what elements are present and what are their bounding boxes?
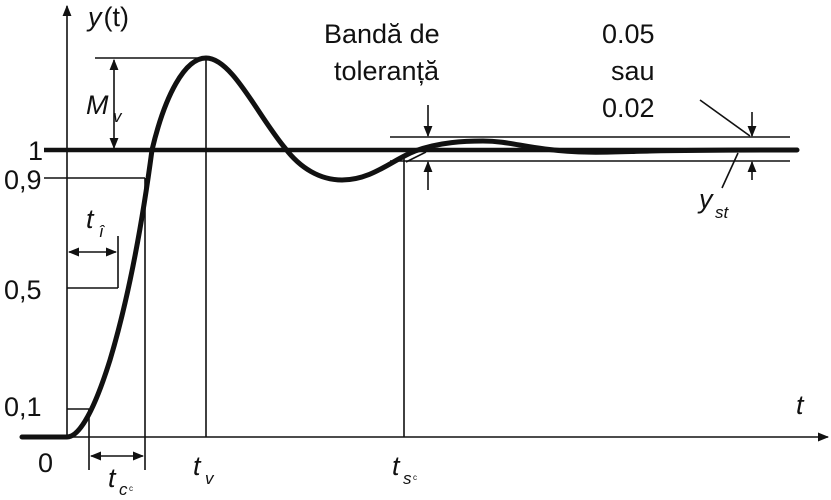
band-value-0-02: 0.02 <box>602 93 655 123</box>
settling-time-label: t <box>392 451 401 481</box>
band-value-0-05: 0.05 <box>602 19 655 49</box>
peak-time-label-sub: v <box>205 469 215 488</box>
band-value-sau: sau <box>611 56 655 86</box>
steady-state-label-sub: st <box>715 203 730 222</box>
overshoot-label: M <box>86 90 109 120</box>
overshoot-label-sub: v <box>113 107 123 126</box>
steady-state-leader <box>721 152 739 189</box>
settling-time-label-sub: s <box>403 469 412 488</box>
settling-point-leader <box>405 151 427 163</box>
y-axis-label: y(t) <box>86 2 129 32</box>
y-tick-label-0-9: 0,9 <box>4 165 42 195</box>
settling-time-label-mark: c <box>413 473 417 482</box>
response-curve <box>19 55 800 440</box>
rise-time-label: t <box>86 204 95 234</box>
y-tick-label-1: 1 <box>28 136 43 166</box>
y-tick-label-0-5: 0,5 <box>4 275 42 305</box>
tolerance-band-label-line1: Bandă de <box>324 19 440 49</box>
band-values-leader <box>699 99 751 137</box>
y-tick-label-0-1: 0,1 <box>4 392 42 422</box>
peak-time-label: t <box>193 451 202 481</box>
rise-time-label-sub: î <box>99 222 105 241</box>
origin-label: 0 <box>38 448 53 478</box>
tolerance-band-label-line2: toleranță <box>334 56 440 86</box>
x-axis-label: t <box>796 390 805 420</box>
growth-time-label-mark: c <box>129 484 133 493</box>
growth-time-label-sub: c <box>119 480 128 499</box>
steady-state-label: y <box>697 184 714 214</box>
growth-time-label: t <box>108 463 117 493</box>
